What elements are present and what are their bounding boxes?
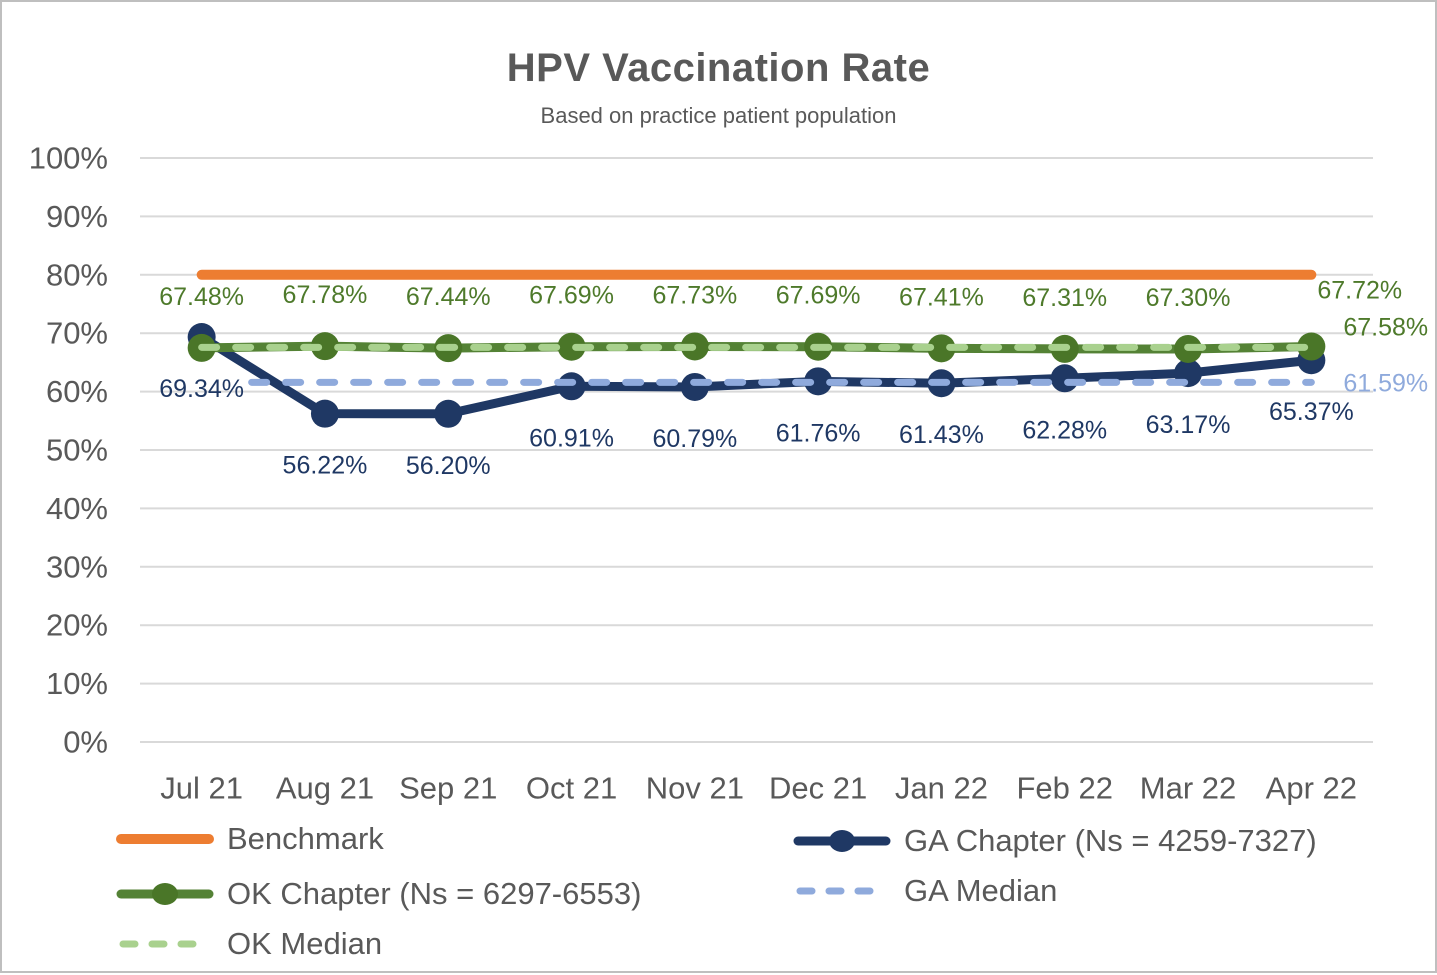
ga-median-dash-swatch-icon — [796, 887, 890, 895]
y-axis-tick-label: 60% — [46, 374, 108, 409]
y-axis-tick-label: 80% — [46, 257, 108, 292]
ga-chapter-line-swatch-icon — [793, 830, 891, 852]
data-label-ga-chapter: 56.22% — [283, 452, 368, 480]
y-axis-tick-label: 0% — [63, 725, 108, 760]
legend-label-ok-chapter: OK Chapter (Ns = 6297-6553) — [227, 876, 642, 911]
data-label-ok-chapter: 67.48% — [159, 283, 244, 311]
data-label-ok-chapter: 67.69% — [529, 282, 614, 310]
data-label-ga-chapter: 69.34% — [159, 375, 244, 403]
chart-title: HPV Vaccination Rate — [506, 46, 931, 90]
gridlines — [140, 157, 1373, 743]
data-label-ga-chapter: 65.37% — [1269, 398, 1354, 426]
data-label-ga-chapter: 61.43% — [899, 421, 984, 449]
x-axis-tick-label: Oct 21 — [526, 771, 617, 806]
data-label-ga-chapter: 60.91% — [529, 424, 614, 452]
series-marker-ga-chapter — [434, 399, 463, 428]
legend-item-ok-median[interactable]: OK Median — [115, 926, 382, 962]
data-label-ga-chapter: 56.20% — [406, 452, 491, 480]
series-line-ga-chapter — [197, 332, 1316, 419]
legend-label-ga-median: GA Median — [904, 873, 1058, 908]
data-label-ga-chapter: 60.79% — [652, 425, 737, 453]
data-label-ok-chapter: 67.69% — [776, 282, 861, 310]
series-marker-ga-chapter — [680, 372, 709, 401]
legend-item-benchmark[interactable]: Benchmark — [115, 821, 384, 857]
y-axis-labels: 0% 10% 20% 30% 40% 50% 60% 70% 80% 90% 100% — [29, 141, 108, 760]
data-label-ok-chapter: 67.30% — [1146, 284, 1231, 312]
ok-chapter-line-swatch-icon — [116, 883, 214, 905]
series-marker-ok-chapter — [1297, 332, 1326, 361]
series-layer — [187, 269, 1326, 428]
x-axis-tick-label: Sep 21 — [399, 771, 497, 806]
legend-item-ok-chapter[interactable]: OK Chapter (Ns = 6297-6553) — [115, 876, 641, 912]
data-label-ok-chapter: 67.72% — [1317, 277, 1402, 305]
data-label-ok-chapter: 67.44% — [406, 283, 491, 311]
x-axis-tick-label: Aug 21 — [276, 771, 374, 806]
x-axis-tick-label: Apr 22 — [1266, 771, 1357, 806]
legend-label-ok-median: OK Median — [227, 926, 383, 961]
data-label-ok-chapter: 67.73% — [652, 281, 737, 309]
y-axis-tick-label: 40% — [46, 491, 108, 526]
x-axis-tick-label: Jan 22 — [895, 771, 988, 806]
y-axis-tick-label: 70% — [46, 316, 108, 351]
series-marker-ga-chapter — [310, 399, 339, 428]
x-axis-tick-label: Dec 21 — [769, 771, 867, 806]
x-axis-tick-label: Mar 22 — [1140, 771, 1236, 806]
data-label-ok-chapter: 67.31% — [1022, 284, 1107, 312]
benchmark-line-swatch-icon — [116, 834, 214, 844]
ok-median-dash-swatch-icon — [119, 940, 213, 948]
y-axis-tick-label: 10% — [46, 666, 108, 701]
series-marker-ok-chapter — [927, 334, 956, 363]
legend-label-benchmark: Benchmark — [227, 821, 384, 856]
end-label-ga-median: 61.59% — [1343, 369, 1428, 397]
series-marker-ga-chapter — [804, 367, 833, 396]
end-label-ok-median: 67.58% — [1343, 313, 1428, 341]
series-marker-ok-chapter — [557, 332, 586, 361]
series-marker-ga-chapter — [557, 372, 586, 401]
x-axis-tick-label: Nov 21 — [646, 771, 744, 806]
data-label-ok-chapter: 67.78% — [283, 281, 368, 309]
data-label-ok-chapter: 67.41% — [899, 283, 984, 311]
y-axis-tick-label: 90% — [46, 199, 108, 234]
x-axis-tick-label: Feb 22 — [1016, 771, 1113, 806]
y-axis-tick-label: 50% — [46, 433, 108, 468]
data-label-ga-chapter: 63.17% — [1146, 411, 1231, 439]
x-axis-labels: Jul 21 Aug 21 Sep 21 Oct 21 Nov 21 Dec 21 Jan … — [160, 771, 1357, 806]
series-marker-ga-chapter — [1050, 364, 1079, 393]
x-axis-tick-label: Jul 21 — [160, 771, 243, 806]
y-axis-tick-label: 100% — [29, 141, 108, 176]
data-label-ga-chapter: 62.28% — [1022, 416, 1107, 444]
series-marker-ok-chapter — [310, 332, 339, 361]
data-labels-layer: 69.34% 56.22% 56.20% 60.91% 60.79% 61.76% 61.4… — [159, 277, 1428, 480]
legend-label-ga-chapter: GA Chapter (Ns = 4259-7327) — [904, 823, 1317, 858]
y-axis-tick-label: 30% — [46, 549, 108, 584]
data-label-ga-chapter: 61.76% — [776, 419, 861, 447]
legend-item-ga-median[interactable]: GA Median — [792, 873, 1057, 909]
y-axis-tick-label: 20% — [46, 608, 108, 643]
legend-item-ga-chapter[interactable]: GA Chapter (Ns = 4259-7327) — [792, 823, 1317, 859]
chart-subtitle: Based on practice patient population — [540, 103, 897, 128]
